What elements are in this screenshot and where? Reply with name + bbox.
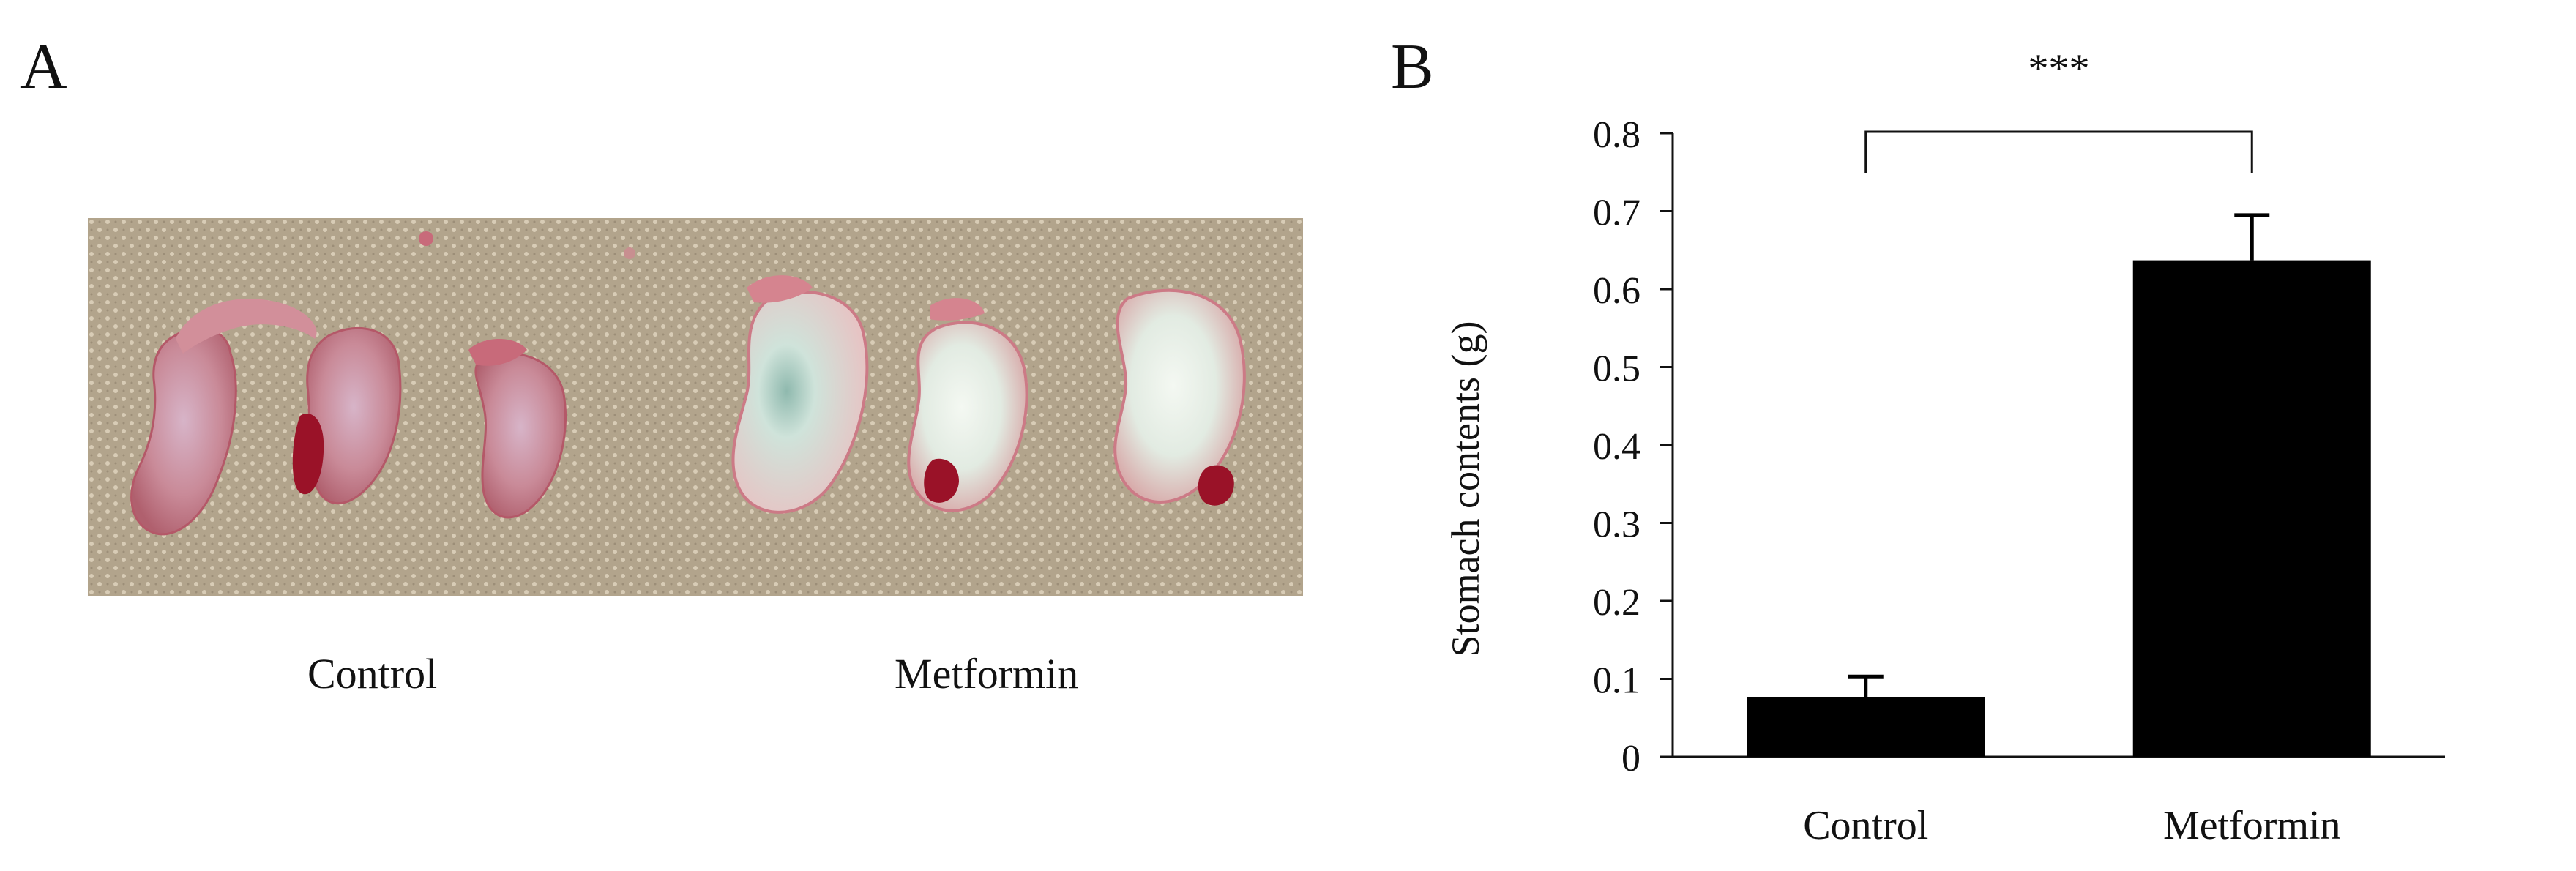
panel-b-letter: B <box>1391 31 1434 102</box>
y-tick-label: 0.1 <box>1593 660 1640 702</box>
bars <box>1747 213 2371 758</box>
y-tick-label: 0.3 <box>1593 504 1640 546</box>
y-tick-label: 0.8 <box>1593 114 1640 156</box>
stomach-contents-bar-chart: 0 0.1 0.2 0.3 0.4 0.5 0.6 0.7 0.8 Control Metform… <box>1444 46 2445 848</box>
x-tick-label-control: Control <box>1803 803 1928 848</box>
y-tick-label: 0.6 <box>1593 270 1640 312</box>
y-tick-label: 0.4 <box>1593 426 1640 468</box>
x-tick-label-metformin: Metformin <box>2163 803 2341 848</box>
significance-bracket <box>1864 130 2253 173</box>
y-axis-label: Stomach contents (g) <box>1444 321 1487 657</box>
panel-a-letter: A <box>20 31 67 102</box>
control-stomach-3 <box>468 339 567 519</box>
photo-label-metformin: Metformin <box>895 650 1079 698</box>
control-stomach-2 <box>292 326 402 505</box>
y-tick-label: 0.2 <box>1593 582 1640 624</box>
y-tick-label: 0.5 <box>1593 348 1640 390</box>
photo-label-control: Control <box>307 650 438 698</box>
bar-metformin <box>2132 260 2371 758</box>
significance-bracket-group: *** <box>1864 46 2253 173</box>
stomach-photo <box>88 218 1303 596</box>
control-stomach-1 <box>130 299 317 536</box>
significance-label: *** <box>2028 46 2090 91</box>
y-tick-label: 0 <box>1621 738 1640 780</box>
metformin-stomach-3 <box>1113 288 1246 506</box>
metformin-stomach-1 <box>731 275 869 514</box>
x-axis-labels: Control Metformin <box>1803 803 2340 848</box>
towel-background <box>88 218 1303 596</box>
y-axis-ticks: 0 0.1 0.2 0.3 0.4 0.5 0.6 0.7 0.8 <box>1593 114 1673 780</box>
metformin-stomach-2 <box>907 298 1028 512</box>
y-tick-label: 0.7 <box>1593 192 1640 234</box>
bar-control <box>1747 696 1985 757</box>
